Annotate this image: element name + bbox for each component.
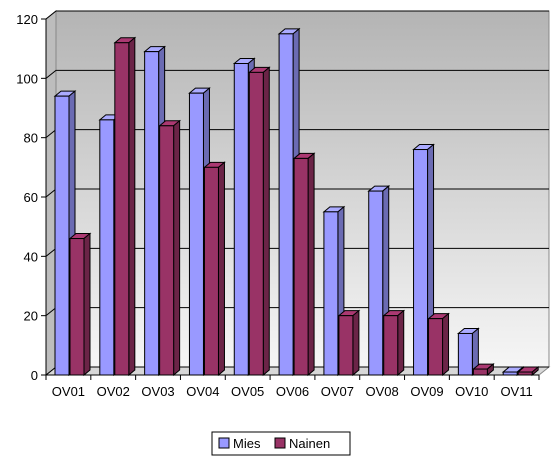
y-tick-label: 20 (24, 309, 38, 324)
y-tick-label: 0 (31, 368, 38, 383)
bar-mies-ov11 (501, 365, 525, 377)
legend-label-mies: Mies (233, 436, 261, 451)
x-tick-label: OV02 (97, 384, 130, 399)
y-tick-label: 120 (16, 12, 38, 27)
bar-mies-ov10 (456, 327, 480, 377)
bar-nainen-ov04 (203, 161, 226, 377)
x-tick-label: OV09 (410, 384, 443, 399)
bar-nainen-ov07 (337, 309, 361, 377)
legend-swatch-nainen (274, 437, 286, 449)
gridline (45, 69, 549, 79)
bar-nainen-ov11 (516, 365, 540, 377)
bar-mies-ov01 (53, 90, 77, 377)
y-tick-label: 100 (16, 71, 38, 86)
y-tick-labels: 0 20 40 60 80 100 120 (16, 12, 38, 383)
y-tick-label: 60 (24, 190, 38, 205)
x-tick-label: OV11 (500, 384, 532, 399)
bar-nainen-ov08 (382, 309, 406, 377)
legend-swatch-mies (218, 437, 230, 449)
x-tick-label: OV06 (276, 384, 309, 399)
bar-nainen-ov01 (68, 232, 92, 377)
bars (53, 27, 540, 377)
bar-nainen-ov06 (292, 152, 316, 377)
bar-nainen-ov05 (247, 66, 271, 377)
x-tick-label: OV04 (186, 384, 219, 399)
x-tick-label: OV01 (52, 384, 85, 399)
x-tick-label: OV10 (455, 384, 488, 399)
x-tick-labels: OV01 OV02 OV03 OV04 OV05 OV06 OV07 OV08 OV09 OV10… (52, 384, 533, 399)
legend: Mies Nainen (211, 431, 351, 456)
x-tick-label: OV08 (366, 384, 399, 399)
x-tick-label: OV03 (141, 384, 174, 399)
y-tick-label: 40 (24, 249, 38, 264)
y-tick-label: 80 (24, 131, 38, 146)
bar-nainen-ov10 (471, 362, 495, 377)
gridline (45, 10, 549, 20)
legend-label-nainen: Nainen (289, 436, 330, 451)
bar-nainen-ov02 (113, 36, 137, 377)
x-tick-label: OV05 (231, 384, 264, 399)
bar-nainen-ov09 (427, 312, 450, 377)
bar-nainen-ov03 (158, 119, 182, 377)
x-tick-label: OV07 (321, 384, 354, 399)
